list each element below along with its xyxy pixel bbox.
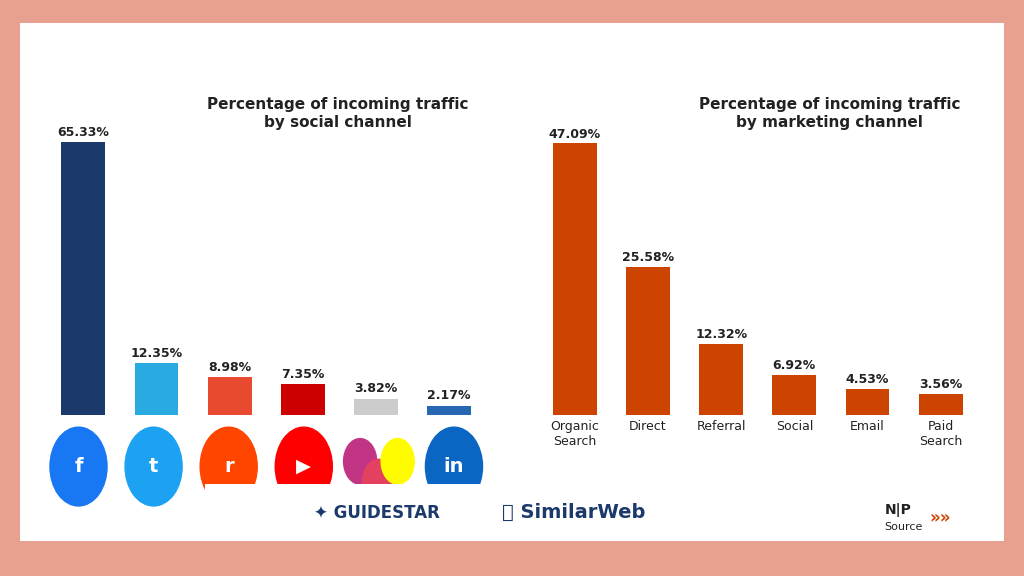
Circle shape xyxy=(50,427,108,506)
Bar xyxy=(699,344,743,415)
Circle shape xyxy=(275,427,333,506)
Text: 8.98%: 8.98% xyxy=(208,361,251,374)
Bar xyxy=(134,363,178,415)
Text: 4.53%: 4.53% xyxy=(846,373,889,386)
Text: Percentage of incoming traffic
by marketing channel: Percentage of incoming traffic by market… xyxy=(699,97,961,130)
Circle shape xyxy=(425,427,482,506)
Text: N|P: N|P xyxy=(885,503,911,517)
Circle shape xyxy=(200,427,257,506)
Bar xyxy=(919,394,963,415)
Text: 🌐 SimilarWeb: 🌐 SimilarWeb xyxy=(502,503,645,522)
Bar xyxy=(846,389,890,415)
Text: 7.35%: 7.35% xyxy=(282,367,325,381)
Text: 25.58%: 25.58% xyxy=(622,252,674,264)
Text: »»: »» xyxy=(930,509,950,528)
Text: 65.33%: 65.33% xyxy=(57,126,110,139)
Text: ▶: ▶ xyxy=(296,457,311,476)
Circle shape xyxy=(125,427,182,506)
Bar xyxy=(208,377,252,415)
Text: f: f xyxy=(75,457,83,476)
Text: 2.17%: 2.17% xyxy=(427,389,471,402)
Circle shape xyxy=(381,438,414,484)
Text: 3.56%: 3.56% xyxy=(919,378,963,391)
Bar xyxy=(427,406,471,415)
Text: ✦ GUIDESTAR: ✦ GUIDESTAR xyxy=(314,503,439,522)
Text: 3.82%: 3.82% xyxy=(354,382,397,396)
Text: t: t xyxy=(148,457,159,476)
Text: 47.09%: 47.09% xyxy=(549,128,601,141)
Text: r: r xyxy=(224,457,233,476)
Bar xyxy=(626,267,670,415)
Bar xyxy=(553,143,597,415)
Bar xyxy=(61,142,105,415)
Text: Percentage of incoming traffic
by social channel: Percentage of incoming traffic by social… xyxy=(208,97,469,130)
Text: in: in xyxy=(443,457,464,476)
Text: 6.92%: 6.92% xyxy=(773,359,816,372)
Text: 12.35%: 12.35% xyxy=(130,347,182,360)
Bar xyxy=(772,375,816,415)
Text: Source: Source xyxy=(885,522,923,532)
Circle shape xyxy=(344,438,377,484)
Bar xyxy=(281,384,325,415)
Circle shape xyxy=(362,459,395,505)
Text: 12.32%: 12.32% xyxy=(695,328,748,341)
Bar xyxy=(354,399,398,415)
